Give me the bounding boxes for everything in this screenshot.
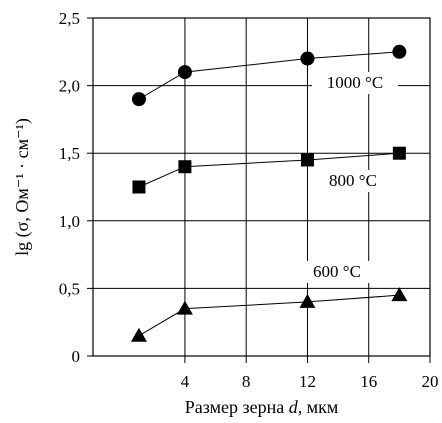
x-ticks: 4 8 12 16 20 — [181, 356, 439, 391]
series-line — [138, 294, 400, 337]
series-600-c — [130, 287, 408, 342]
x-axis-label: Размер зерна d, мкм — [185, 397, 339, 417]
y-tick-label: 2,5 — [59, 9, 80, 28]
data-point — [300, 153, 314, 167]
series-label-bg — [316, 170, 390, 192]
series-group — [130, 44, 408, 342]
y-tick-label: 2,0 — [59, 77, 80, 96]
y-ticks: 0 0,5 1,0 1,5 2,0 2,5 — [59, 9, 93, 366]
data-point — [299, 293, 316, 308]
series-label-bg — [300, 261, 374, 283]
series-line — [138, 51, 400, 100]
series-800-c — [132, 146, 406, 194]
data-point — [130, 327, 147, 342]
x-tick-label: 8 — [242, 372, 251, 391]
y-tick-label: 1,0 — [59, 212, 80, 231]
data-point — [178, 160, 192, 174]
y-axis-label: lg (σ, Ом⁻¹ · см⁻¹) — [12, 118, 33, 256]
series-label: 800 °C — [329, 171, 377, 190]
data-point — [177, 65, 192, 80]
series-label: 600 °C — [313, 262, 361, 281]
y-tick-label: 0,5 — [59, 279, 80, 298]
data-point — [392, 44, 407, 59]
data-point — [392, 146, 406, 160]
y-tick-label: 1,5 — [59, 144, 80, 163]
series-line — [138, 152, 400, 188]
series-labels: 1000 °C 800 °C 600 °C — [300, 72, 398, 283]
x-tick-label: 20 — [422, 372, 439, 391]
x-tick-label: 4 — [181, 372, 190, 391]
data-point — [131, 92, 146, 107]
data-point — [132, 180, 146, 194]
data-point — [176, 300, 193, 315]
plot-frame — [92, 17, 431, 357]
x-tick-label: 16 — [360, 372, 377, 391]
data-point — [391, 287, 408, 302]
x-tick-label: 12 — [299, 372, 316, 391]
series-label: 1000 °C — [327, 73, 383, 92]
data-point — [300, 51, 315, 66]
series-label-bg — [312, 72, 398, 94]
y-tick-label: 0 — [72, 347, 81, 366]
series-1000-c — [131, 44, 407, 107]
